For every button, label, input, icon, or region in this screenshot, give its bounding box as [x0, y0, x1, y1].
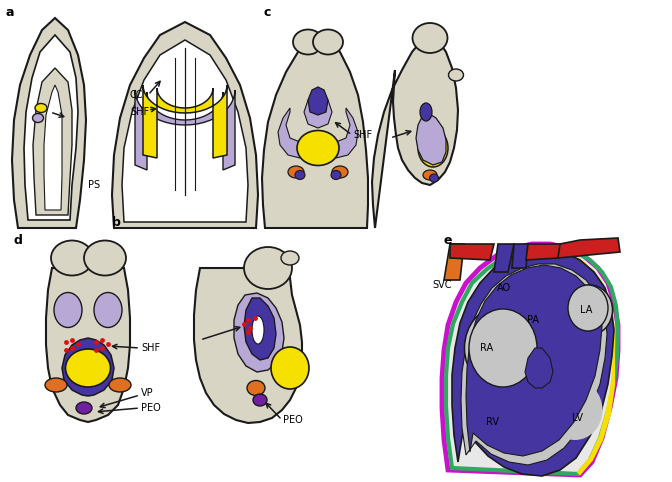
Ellipse shape [247, 380, 265, 396]
Ellipse shape [418, 129, 448, 167]
Polygon shape [143, 85, 227, 158]
Ellipse shape [35, 104, 47, 112]
Polygon shape [326, 108, 358, 158]
Polygon shape [526, 244, 562, 260]
Text: SHF: SHF [130, 107, 149, 117]
Ellipse shape [54, 293, 82, 327]
Polygon shape [33, 68, 72, 215]
Ellipse shape [476, 395, 540, 445]
Ellipse shape [253, 394, 267, 406]
Polygon shape [461, 264, 607, 465]
Polygon shape [272, 52, 364, 222]
Ellipse shape [76, 402, 92, 414]
Text: d: d [14, 233, 23, 246]
Ellipse shape [420, 103, 432, 121]
Polygon shape [450, 244, 494, 260]
Ellipse shape [548, 380, 603, 440]
Polygon shape [494, 244, 514, 272]
Ellipse shape [244, 247, 292, 289]
Ellipse shape [94, 293, 122, 327]
Ellipse shape [429, 174, 439, 182]
Polygon shape [512, 247, 614, 474]
Polygon shape [24, 35, 78, 220]
Text: PEO: PEO [283, 415, 303, 425]
Ellipse shape [469, 309, 537, 387]
Ellipse shape [568, 285, 608, 331]
Polygon shape [525, 348, 553, 388]
Polygon shape [372, 35, 458, 228]
Text: a: a [5, 5, 13, 18]
Polygon shape [466, 265, 602, 456]
Ellipse shape [423, 170, 437, 180]
Polygon shape [234, 293, 284, 372]
Polygon shape [44, 85, 62, 210]
Text: PS: PS [88, 180, 100, 190]
Polygon shape [194, 268, 302, 423]
Text: RA: RA [480, 343, 493, 353]
Text: e: e [443, 233, 452, 246]
Text: CC: CC [130, 90, 144, 100]
Text: SVC: SVC [432, 280, 452, 290]
Ellipse shape [51, 241, 93, 276]
Polygon shape [416, 113, 446, 165]
Text: c: c [263, 5, 270, 18]
Polygon shape [308, 87, 328, 115]
Polygon shape [62, 338, 114, 396]
Ellipse shape [331, 171, 341, 179]
Ellipse shape [413, 23, 448, 53]
Text: b: b [112, 215, 121, 228]
Polygon shape [122, 40, 248, 222]
Ellipse shape [65, 349, 110, 387]
Ellipse shape [252, 316, 264, 344]
Text: LA: LA [580, 305, 593, 315]
Text: VP: VP [141, 388, 154, 398]
Ellipse shape [332, 166, 348, 178]
Polygon shape [442, 244, 618, 475]
Ellipse shape [295, 171, 305, 179]
Polygon shape [278, 108, 310, 158]
Ellipse shape [84, 241, 126, 276]
Polygon shape [135, 90, 235, 170]
Ellipse shape [45, 378, 67, 392]
Ellipse shape [293, 29, 323, 54]
Ellipse shape [281, 251, 299, 265]
Polygon shape [452, 250, 614, 476]
Ellipse shape [448, 69, 464, 81]
Ellipse shape [313, 29, 343, 54]
Text: RV: RV [486, 417, 499, 427]
Text: SHF: SHF [141, 343, 160, 353]
Ellipse shape [109, 378, 131, 392]
Polygon shape [46, 268, 130, 422]
Ellipse shape [288, 166, 304, 178]
Ellipse shape [297, 131, 339, 165]
Polygon shape [244, 298, 276, 360]
Polygon shape [512, 244, 528, 268]
Polygon shape [444, 244, 464, 280]
Text: PEO: PEO [141, 403, 161, 413]
Polygon shape [262, 35, 368, 228]
Ellipse shape [567, 285, 612, 335]
Text: LV: LV [572, 413, 583, 423]
Polygon shape [304, 97, 332, 128]
Ellipse shape [271, 347, 309, 389]
Polygon shape [558, 238, 620, 258]
Polygon shape [112, 22, 258, 228]
Ellipse shape [32, 113, 44, 122]
Text: PA: PA [527, 315, 539, 325]
Text: AO: AO [497, 283, 511, 293]
Polygon shape [12, 18, 86, 228]
Text: SHF: SHF [353, 130, 372, 140]
Ellipse shape [464, 306, 540, 390]
